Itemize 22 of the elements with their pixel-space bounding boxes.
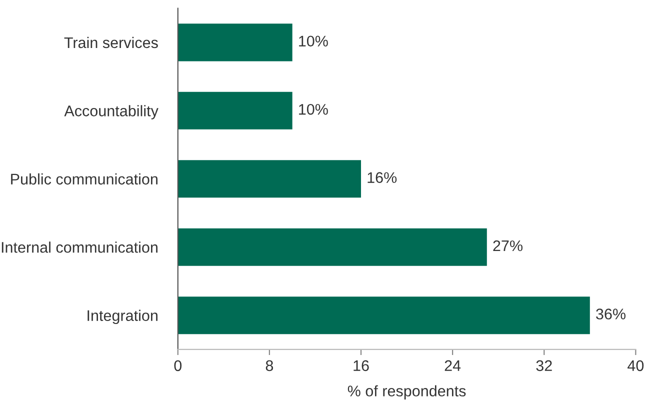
data-label: 10% (299, 36, 328, 47)
y-tick-label: Internal communication (2, 242, 158, 253)
data-label: 36% (596, 308, 626, 320)
bar (178, 24, 292, 62)
x-tick-label: 16 (354, 360, 369, 372)
y-tick-label: Public communication (11, 173, 158, 185)
bar (178, 296, 590, 334)
y-tick-label: Train services (64, 36, 158, 48)
bar (178, 92, 292, 130)
x-tick-label: 0 (174, 360, 182, 372)
x-tick-label: 24 (444, 360, 461, 371)
x-tick-label: 40 (628, 360, 644, 372)
y-tick-label: Accountability (64, 105, 158, 120)
x-axis-title: % of respondents (348, 385, 466, 400)
bar (178, 160, 362, 198)
data-label: 10% (299, 104, 328, 115)
y-tick-label: Integration (88, 310, 158, 324)
data-label: 27% (493, 240, 522, 252)
bar (178, 228, 487, 266)
data-label: 16% (368, 172, 397, 183)
x-tick-label: 8 (266, 360, 274, 372)
x-tick-label: 32 (536, 360, 552, 372)
